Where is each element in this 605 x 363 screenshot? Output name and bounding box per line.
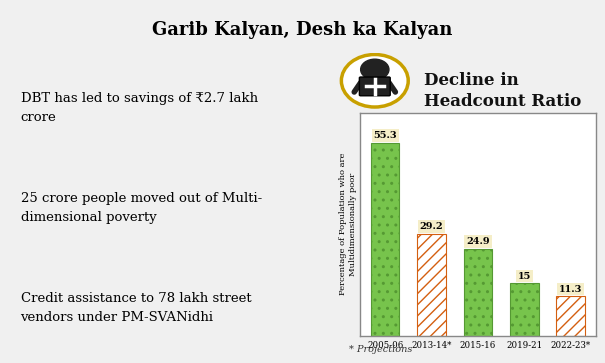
Ellipse shape bbox=[341, 54, 408, 107]
Text: * Projections: * Projections bbox=[349, 345, 413, 354]
Circle shape bbox=[361, 59, 389, 80]
Bar bbox=[463, 249, 492, 336]
Text: 11.3: 11.3 bbox=[559, 285, 583, 294]
Text: Decline in: Decline in bbox=[424, 72, 518, 89]
Bar bbox=[510, 284, 539, 336]
FancyBboxPatch shape bbox=[359, 77, 390, 96]
Text: 55.3: 55.3 bbox=[373, 131, 397, 140]
Text: DBT has led to savings of ₹2.7 lakh
crore: DBT has led to savings of ₹2.7 lakh cror… bbox=[21, 92, 258, 124]
Text: 29.2: 29.2 bbox=[420, 222, 443, 231]
Bar bbox=[557, 296, 585, 336]
Bar bbox=[371, 143, 399, 336]
Text: Headcount Ratio: Headcount Ratio bbox=[424, 93, 581, 110]
Text: 25 crore people moved out of Multi-
dimensional poverty: 25 crore people moved out of Multi- dime… bbox=[21, 192, 262, 224]
Text: Credit assistance to 78 lakh street
vendors under PM-SVANidhi: Credit assistance to 78 lakh street vend… bbox=[21, 291, 251, 324]
Bar bbox=[417, 234, 446, 336]
Text: 15: 15 bbox=[518, 272, 531, 281]
Y-axis label: Percentage of Population who are
Multidimensionally poor: Percentage of Population who are Multidi… bbox=[339, 153, 357, 295]
Text: Garib Kalyan, Desh ka Kalyan: Garib Kalyan, Desh ka Kalyan bbox=[152, 21, 453, 39]
Text: 24.9: 24.9 bbox=[466, 237, 490, 246]
